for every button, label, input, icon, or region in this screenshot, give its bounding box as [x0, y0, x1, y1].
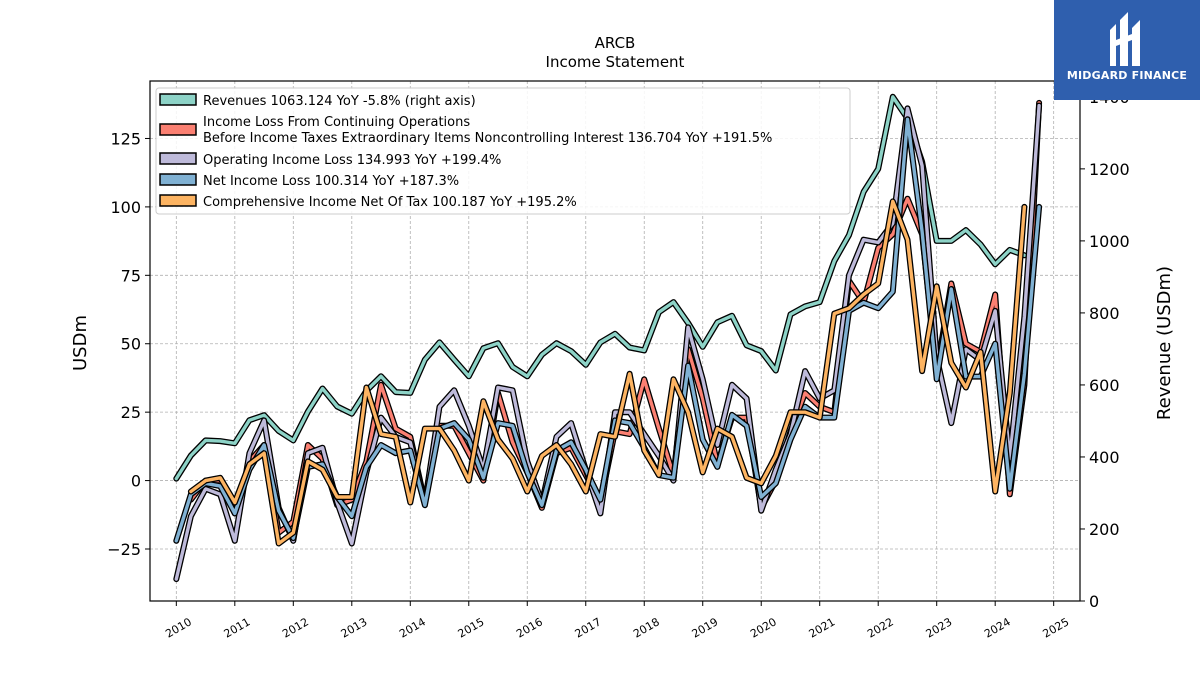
y-right-tick-label: 800	[1089, 304, 1120, 323]
legend-label-3: Net Income Loss 100.314 YoY +187.3%	[203, 174, 459, 189]
series-line-4	[189, 199, 1027, 546]
x-tick-label: 2015	[456, 615, 487, 640]
legend-swatch-2	[159, 152, 197, 165]
series-lines	[173, 93, 1043, 583]
y-left-tick-label: 0	[131, 472, 141, 491]
x-tick-label: 2025	[1041, 615, 1072, 640]
legend-swatch-1	[159, 123, 197, 136]
logo-mark-icon	[1110, 12, 1140, 66]
x-tick-label: 2020	[748, 615, 779, 640]
y-left-tick-label: 100	[110, 198, 141, 217]
chart-title: ARCB	[595, 34, 636, 52]
legend-label-1: Income Loss From Continuing Operations	[203, 115, 470, 130]
legend-swatch-4	[159, 194, 197, 207]
x-tick-label: 2019	[690, 615, 721, 640]
axes: 2010 2011 2012 2013 2014 2015 2016 2017 2018 2019…	[107, 88, 1129, 641]
logo-text: MIDGARD FINANCE	[1066, 69, 1188, 82]
plot-frame	[149, 80, 1081, 602]
x-tick-label: 2018	[631, 615, 662, 640]
legend-label-0: Revenues 1063.124 YoY -5.8% (right axis)	[203, 94, 476, 109]
legend-label-2: Operating Income Loss 134.993 YoY +199.4…	[203, 153, 501, 168]
y-axis-left-label: USDm	[70, 315, 91, 371]
y-right-tick-label: 600	[1089, 376, 1120, 395]
chart-subtitle: Income Statement	[546, 53, 685, 71]
x-tick-label: 2014	[397, 615, 428, 640]
legend-swatch-3	[159, 173, 197, 186]
y-left-tick-label: 75	[121, 266, 141, 285]
series-line-0	[174, 95, 1027, 481]
x-tick-label: 2024	[982, 615, 1013, 640]
y-left-tick-label: 25	[121, 403, 141, 422]
x-tick-label: 2017	[573, 615, 604, 640]
series-outline-4	[187, 198, 1028, 547]
y-right-tick-label: 400	[1089, 448, 1120, 467]
legend-label-4: Comprehensive Income Net Of Tax 100.187 …	[203, 195, 577, 210]
y-right-tick-label: 1000	[1089, 232, 1130, 251]
y-right-tick-label: 200	[1089, 520, 1120, 539]
x-tick-label: 2023	[924, 615, 955, 640]
x-tick-label: 2021	[807, 615, 838, 640]
legend: Revenues 1063.124 YoY -5.8% (right axis)…	[155, 87, 851, 215]
legend-swatch-0	[159, 93, 197, 106]
series-line-3	[174, 117, 1041, 543]
y-left-tick-label: −25	[107, 540, 141, 559]
legend-box	[155, 87, 851, 215]
x-tick-label: 2012	[280, 615, 311, 640]
y-left-tick-label: 125	[110, 129, 141, 148]
brand-logo: MIDGARD FINANCE	[1054, 0, 1200, 100]
x-tick-label: 2022	[865, 615, 896, 640]
y-axis-right-label: Revenue (USDm)	[1154, 266, 1175, 420]
x-tick-label: 2013	[339, 615, 370, 640]
y-right-tick-label: 0	[1089, 592, 1099, 611]
x-tick-label: 2016	[514, 615, 545, 640]
x-tick-label: 2010	[163, 615, 194, 640]
y-left-tick-label: 50	[121, 335, 141, 354]
legend-label-1: Before Income Taxes Extraordinary Items …	[203, 131, 772, 146]
y-right-tick-label: 1200	[1089, 160, 1130, 179]
x-tick-label: 2011	[222, 615, 253, 640]
